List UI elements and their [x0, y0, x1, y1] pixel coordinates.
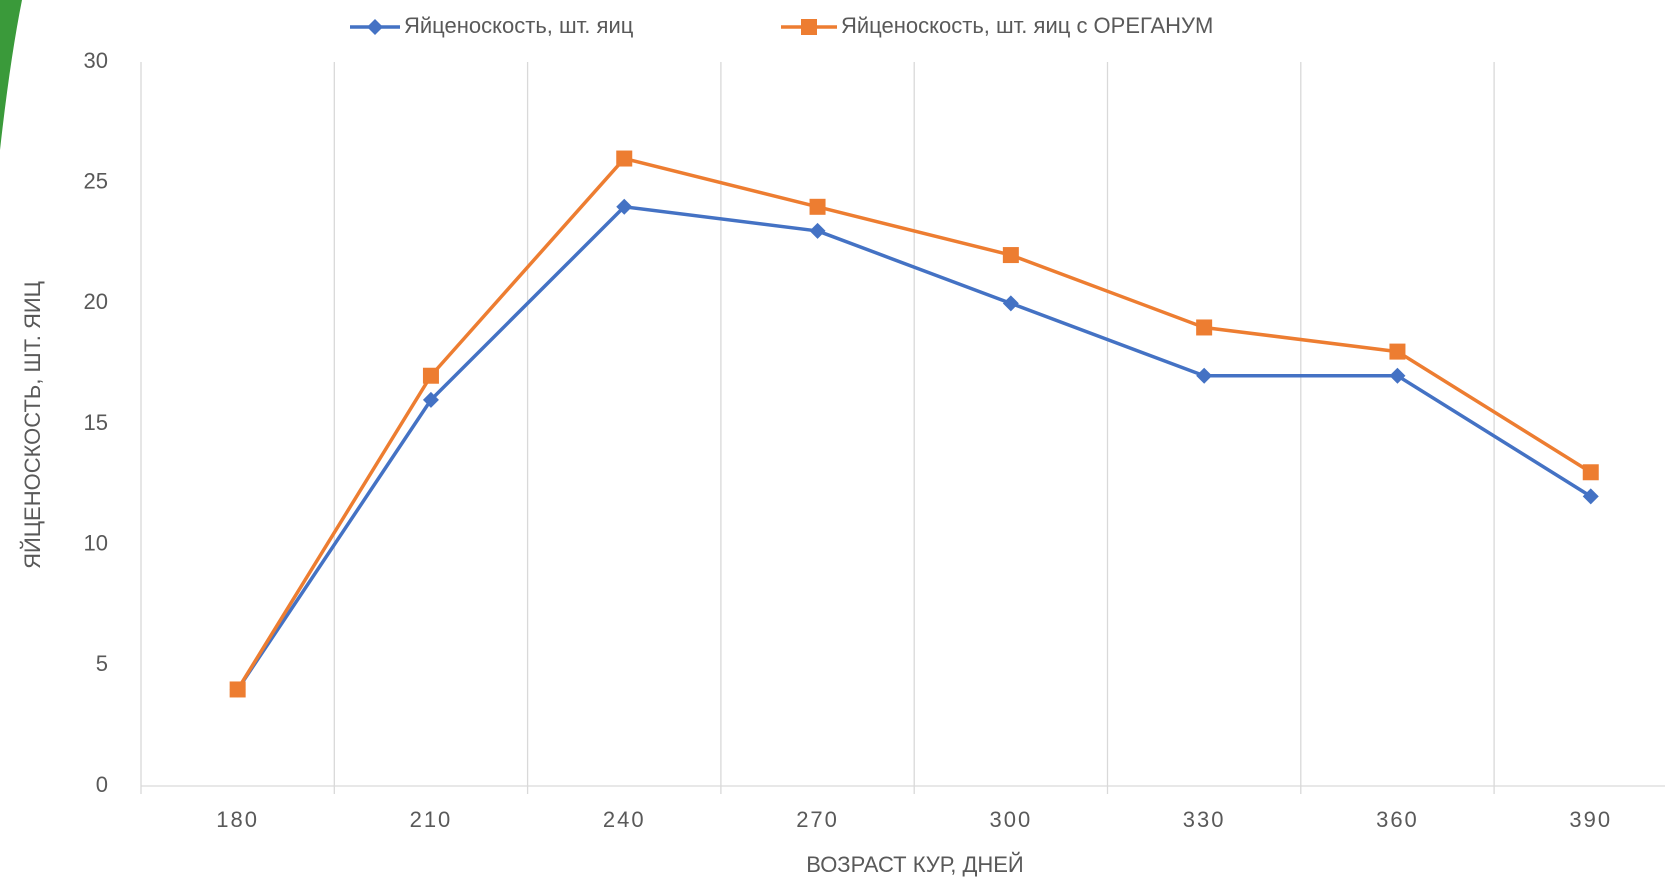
x-tick-label: 330 — [1183, 807, 1226, 832]
series-line — [236, 205, 1592, 691]
y-tick-label: 0 — [96, 772, 108, 797]
marker — [1582, 464, 1599, 481]
y-tick-label: 20 — [84, 289, 108, 314]
x-tick-label: 210 — [410, 807, 453, 832]
marker — [422, 391, 439, 408]
y-tick-label: 15 — [84, 410, 108, 435]
marker — [1196, 319, 1213, 336]
marker — [1196, 367, 1213, 384]
x-tick-label: 390 — [1569, 807, 1612, 832]
legend-marker — [801, 19, 817, 35]
y-tick-label: 25 — [84, 168, 108, 193]
marker — [809, 222, 826, 239]
y-tick-label: 5 — [96, 651, 108, 676]
marker — [1389, 367, 1406, 384]
marker — [1582, 488, 1599, 505]
legend-label: Яйценоскость, шт. яиц с ОРЕГАНУМ — [841, 13, 1213, 38]
x-axis-title: ВОЗРАСТ КУР, ДНЕЙ — [806, 852, 1024, 877]
marker — [616, 198, 633, 215]
marker — [1389, 343, 1406, 360]
y-axis-title: ЯЙЦЕНОСКОСТЬ, ШТ. ЯИЦ — [20, 281, 45, 569]
x-tick-label: 360 — [1376, 807, 1419, 832]
marker — [1002, 295, 1019, 312]
decoration — [0, 0, 22, 150]
legend-label: Яйценоскость, шт. яиц — [404, 13, 634, 38]
y-tick-label: 10 — [84, 530, 108, 555]
x-tick-label: 300 — [989, 807, 1032, 832]
x-tick-label: 270 — [796, 807, 839, 832]
x-tick-label: 180 — [216, 807, 259, 832]
marker — [229, 681, 246, 698]
marker — [422, 367, 439, 384]
series-line — [236, 156, 1592, 691]
marker — [809, 198, 826, 215]
legend-marker — [367, 19, 383, 35]
y-tick-label: 30 — [84, 48, 108, 73]
x-tick-label: 240 — [603, 807, 646, 832]
marker — [1002, 247, 1019, 264]
marker — [616, 150, 633, 167]
